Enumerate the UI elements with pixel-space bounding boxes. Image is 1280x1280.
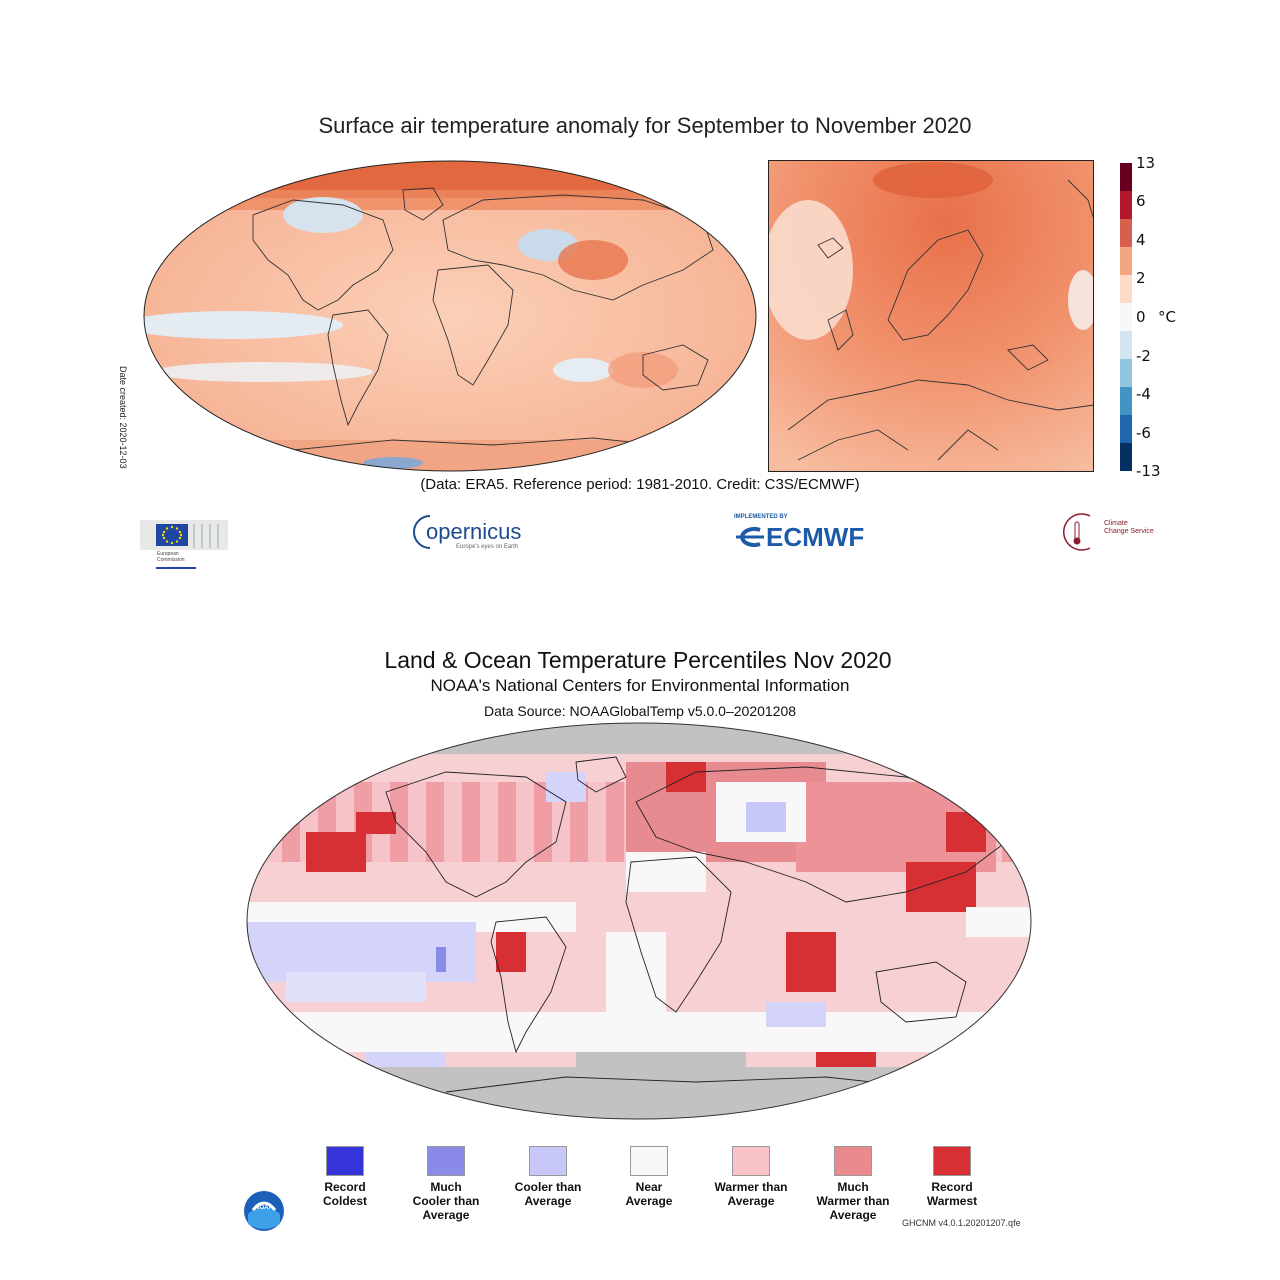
legend-label: Average — [524, 1194, 572, 1208]
legend-label: Record — [324, 1180, 366, 1194]
colorbar-segment — [1120, 331, 1132, 360]
copernicus-logo: opernicus Europe's eyes on Earth — [410, 510, 540, 556]
temperature-colorbar — [1120, 163, 1132, 471]
colorbar-tick: -2 — [1136, 347, 1151, 365]
legend-swatch — [529, 1146, 567, 1176]
colorbar-tick: 4 — [1136, 231, 1146, 249]
colorbar-segment — [1120, 247, 1132, 276]
colorbar-tick: 6 — [1136, 192, 1146, 210]
legend-swatch — [933, 1146, 971, 1176]
copernicus-tagline: Europe's eyes on Earth — [456, 544, 519, 550]
legend-label: Average — [727, 1194, 775, 1208]
legend-much-cooler: Much Cooler than Average — [391, 1146, 501, 1222]
legend-label: Much — [837, 1180, 869, 1194]
legend-swatch — [630, 1146, 668, 1176]
colorbar-tick: 0 — [1136, 308, 1146, 326]
colorbar-segment — [1120, 443, 1132, 471]
legend-label: Near — [635, 1180, 663, 1194]
colorbar-unit: °C — [1158, 308, 1176, 326]
legend-swatch — [427, 1146, 465, 1176]
colorbar-segment — [1120, 219, 1132, 248]
noaa-logo-text: NOAA — [255, 1205, 273, 1211]
legend-label: Warmer than — [714, 1180, 788, 1194]
colorbar-tick: 13 — [1136, 154, 1156, 172]
legend-swatch — [834, 1146, 872, 1176]
legend-label: Average — [422, 1208, 470, 1222]
legend-cooler: Cooler than Average — [493, 1146, 603, 1208]
colorbar-tick: -13 — [1136, 462, 1161, 480]
colorbar-segment — [1120, 359, 1132, 388]
ec-logo-text: Commission — [157, 557, 185, 563]
climate-change-service-logo: Climate Change Service — [1060, 510, 1180, 554]
legend-label: Average — [625, 1194, 673, 1208]
panel2-title: Land & Ocean Temperature Percentiles Nov… — [384, 647, 892, 673]
panel1-title: Surface air temperature anomaly for Sept… — [318, 113, 972, 138]
c3s-logo-text: Climate — [1104, 520, 1128, 527]
european-commission-logo: European Commission — [140, 516, 230, 570]
colorbar-segment — [1120, 303, 1132, 332]
legend-record-warmest: Record Warmest — [897, 1146, 1007, 1208]
legend-label: Average — [829, 1208, 877, 1222]
panel1-caption: (Data: ERA5. Reference period: 1981-2010… — [420, 476, 860, 493]
temperature-percentiles-map — [246, 722, 1032, 1120]
colorbar-segment — [1120, 191, 1132, 220]
legend-label: Cooler than — [514, 1180, 582, 1194]
colorbar-tick: 2 — [1136, 269, 1146, 287]
ecmwf-small-text: IMPLEMENTED BY — [734, 514, 788, 520]
date-created-label: Date created: 2020-12-03 — [118, 366, 128, 469]
ec-logo-text: European — [157, 551, 179, 557]
legend-warmer: Warmer than Average — [696, 1146, 806, 1208]
legend-label: Much — [430, 1180, 462, 1194]
global-anomaly-map — [143, 160, 757, 472]
ecmwf-wordmark: ECMWF — [766, 522, 865, 552]
legend-label: Warmest — [926, 1194, 978, 1208]
europe-inset-map — [768, 160, 1094, 472]
c3s-logo-text: Change Service — [1104, 528, 1154, 535]
colorbar-segment — [1120, 387, 1132, 416]
noaa-logo: NOAA — [244, 1191, 284, 1231]
legend-label: Cooler than — [412, 1194, 480, 1208]
legend-label: Coldest — [322, 1194, 367, 1208]
panel2-subtitle: NOAA's National Centers for Environmenta… — [430, 676, 850, 695]
legend-label: Record — [931, 1180, 973, 1194]
legend-swatch — [326, 1146, 364, 1176]
colorbar-segment — [1120, 415, 1132, 444]
colorbar-tick: -6 — [1136, 424, 1151, 442]
legend-much-warmer: Much Warmer than Average — [798, 1146, 908, 1222]
colorbar-segment — [1120, 163, 1132, 192]
legend-record-coldest: Record Coldest — [290, 1146, 400, 1208]
legend-label: Warmer than — [816, 1194, 890, 1208]
colorbar-segment — [1120, 275, 1132, 304]
legend-near-average: Near Average — [594, 1146, 704, 1208]
legend-swatch — [732, 1146, 770, 1176]
copernicus-wordmark: opernicus — [426, 519, 522, 544]
ghcnm-version-note: GHCNM v4.0.1.20201207.qfe — [902, 1218, 1021, 1228]
ecmwf-logo: IMPLEMENTED BY ECMWF — [730, 514, 890, 554]
colorbar-tick: -4 — [1136, 385, 1151, 403]
panel2-data-source: Data Source: NOAAGlobalTemp v5.0.0–20201… — [483, 703, 797, 719]
